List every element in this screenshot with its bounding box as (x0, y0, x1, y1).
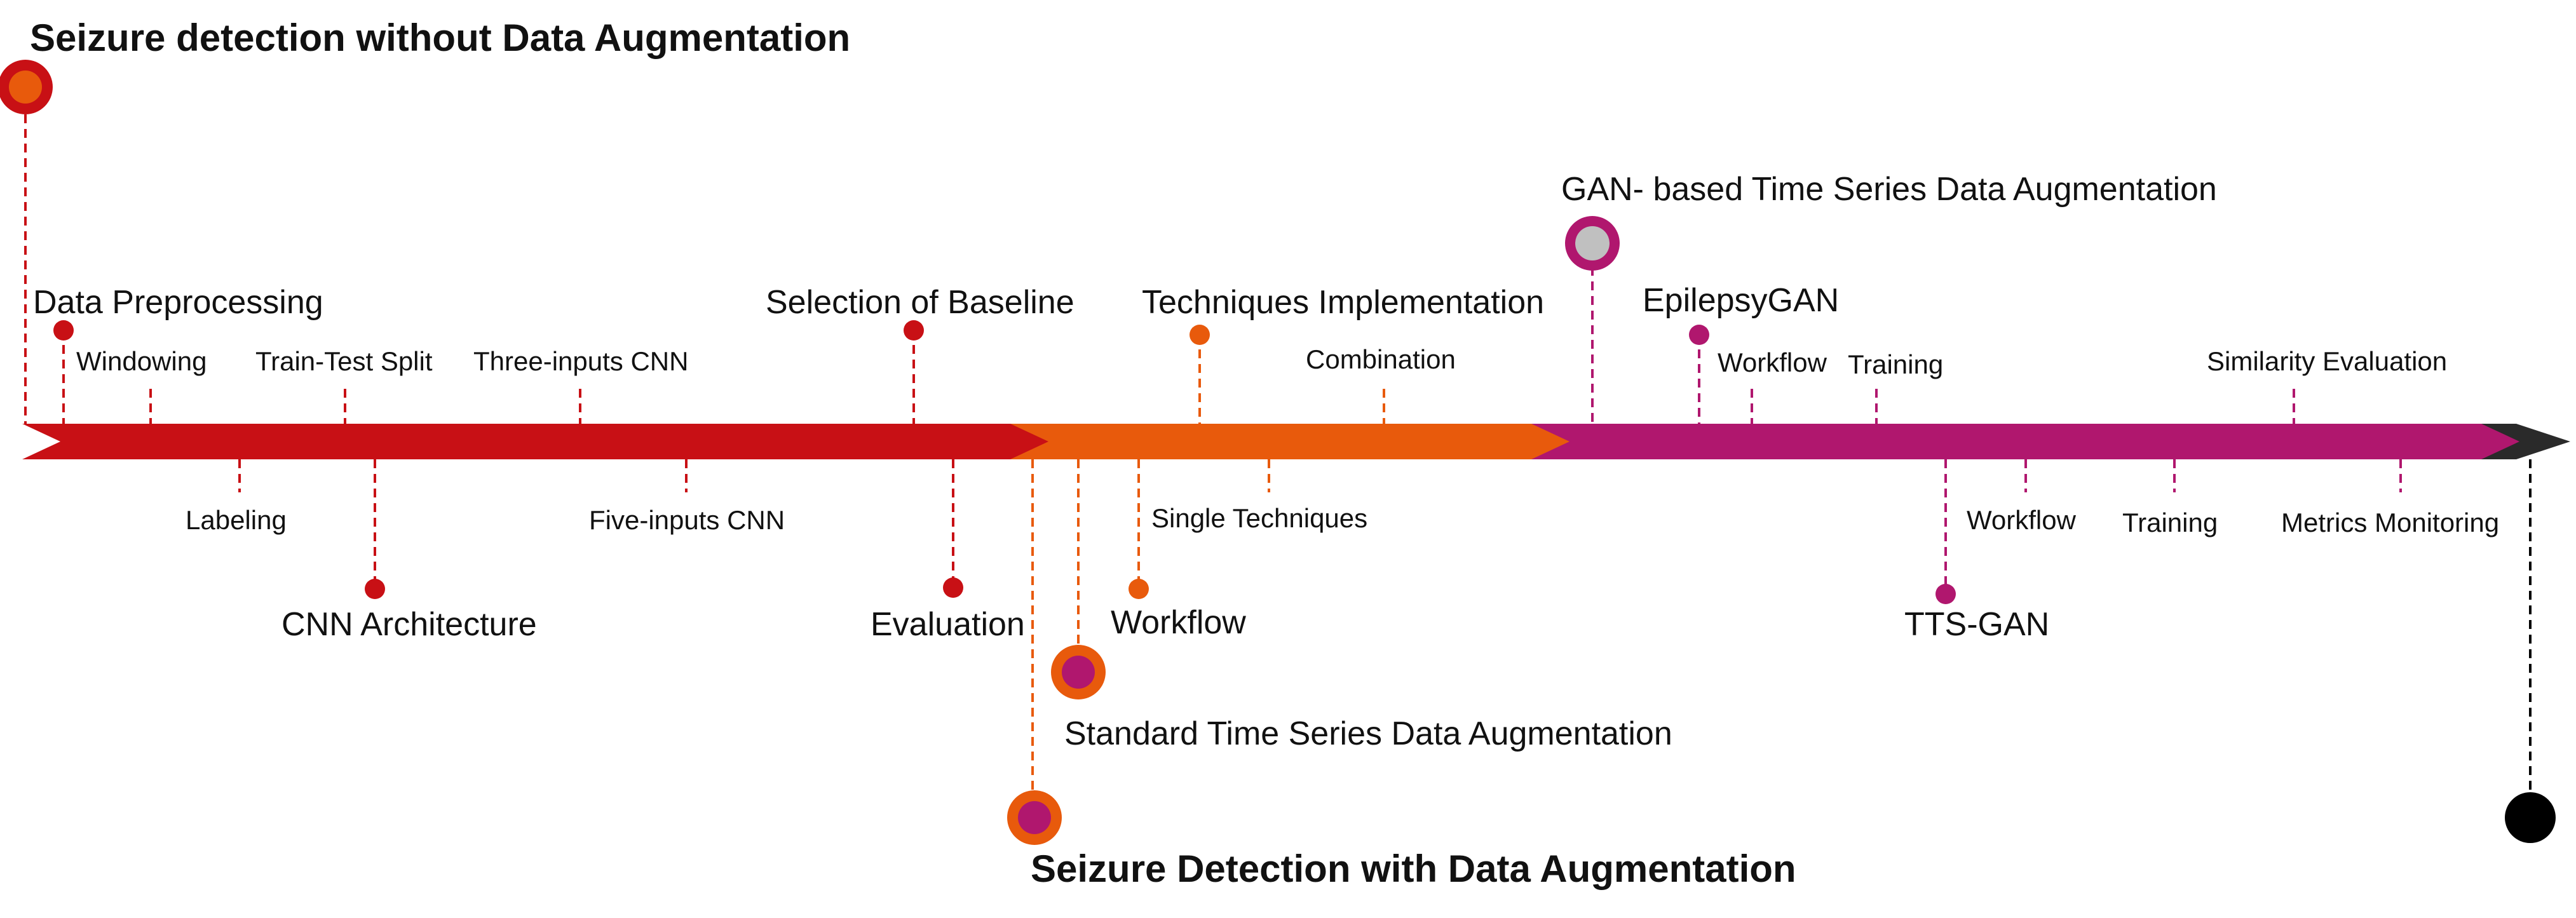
label-training-top: Training (1848, 349, 1943, 379)
label-labeling: Labeling (186, 505, 287, 535)
gan-da-milestone-marker-inner (1575, 226, 1610, 260)
label-techniques-implementation: Techniques Implementation (1142, 284, 1544, 321)
label-train-test-split: Train-Test Split (255, 346, 433, 376)
label-tts-gan: TTS-GAN (1904, 606, 2049, 643)
label-workflow-top: Workflow (1718, 348, 1827, 377)
connector-lines (24, 114, 2532, 818)
title-gan-da: GAN- based Time Series Data Augmentation (1561, 171, 2217, 208)
label-three-inputs-cnn: Three-inputs CNN (473, 346, 688, 376)
label-similarity-evaluation: Similarity Evaluation (2207, 346, 2447, 376)
label-windowing: Windowing (76, 346, 207, 376)
labels: Seizure detection without Data Augmentat… (30, 17, 2499, 890)
label-cnn-architecture: CNN Architecture (281, 606, 537, 643)
title-standard-da: Standard Time Series Data Augmentation (1064, 715, 1672, 752)
title-without-da: Seizure detection without Data Augmentat… (30, 17, 850, 59)
label-five-inputs-cnn: Five-inputs CNN (589, 505, 785, 535)
label-data-preprocessing: Data Preprocessing (33, 284, 323, 321)
label-epilepsygan: EpilepsyGAN (1643, 282, 1839, 319)
start-milestone-marker-inner (9, 71, 42, 104)
phase-segment-orange (1004, 424, 1569, 459)
phase-segment-magenta (1525, 424, 2519, 459)
techniques-implementation-dot (1190, 325, 1210, 345)
label-workflow: Workflow (1111, 604, 1246, 641)
label-metrics-monitoring: Metrics Monitoring (2281, 508, 2499, 537)
label-evaluation: Evaluation (871, 606, 1025, 643)
evaluation-dot (943, 577, 963, 598)
data-preprocessing-dot (53, 320, 74, 341)
tts-gan-dot (1935, 584, 1956, 604)
workflow-dot (1129, 579, 1149, 599)
with-da-milestone-marker-inner (1018, 801, 1051, 834)
phase-segment-red (22, 424, 1048, 459)
label-selection-of-baseline: Selection of Baseline (766, 284, 1074, 321)
label-workflow-bottom: Workflow (1967, 505, 2077, 535)
label-combination: Combination (1306, 344, 1456, 374)
label-single-techniques: Single Techniques (1151, 503, 1367, 533)
standard-da-milestone-marker-inner (1062, 656, 1095, 689)
label-training-bottom: Training (2122, 508, 2218, 537)
title-with-da: Seizure Detection with Data Augmentation (1031, 847, 1796, 890)
selection-of-baseline-dot (904, 320, 924, 341)
timeline-bar (22, 424, 2570, 459)
end-milestone-marker (2505, 792, 2556, 843)
markers (0, 60, 2556, 845)
epilepsygan-dot (1689, 325, 1709, 345)
cnn-architecture-dot (365, 579, 385, 599)
